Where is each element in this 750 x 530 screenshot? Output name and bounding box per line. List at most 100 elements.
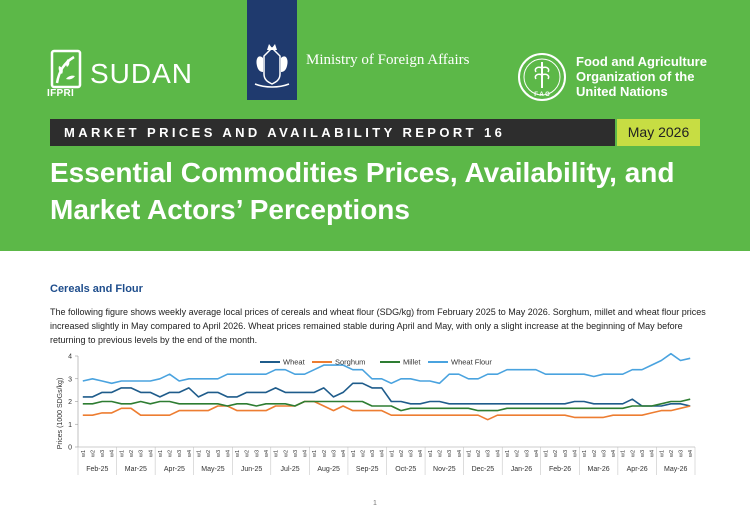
x-week-label: w2 xyxy=(360,450,366,458)
x-week-label: w4 xyxy=(611,450,617,458)
ministry-label: Ministry of Foreign Affairs xyxy=(306,52,470,68)
x-week-label: w2 xyxy=(630,450,636,458)
series-line-millet xyxy=(82,398,691,412)
x-week-label: w2 xyxy=(283,450,289,458)
x-week-label: w1 xyxy=(582,450,588,458)
fao-logo-letters: F A O xyxy=(534,92,550,98)
x-week-label: w3 xyxy=(254,450,260,458)
report-header: IFPRI SUDAN Ministry of Foreign Affairs … xyxy=(0,0,750,251)
x-week-label: w1 xyxy=(81,450,87,458)
x-week-label: w3 xyxy=(447,450,453,458)
x-week-label: w2 xyxy=(168,450,174,458)
x-week-label: w3 xyxy=(601,450,607,458)
legend-entry: Millet xyxy=(403,358,421,367)
coat-of-arms-icon xyxy=(254,44,290,88)
x-week-label: w4 xyxy=(418,450,424,458)
x-month-label: Mar-26 xyxy=(588,466,610,473)
x-week-label: w2 xyxy=(553,450,559,458)
x-week-label: w3 xyxy=(524,450,530,458)
series-line-wheat-flour xyxy=(82,352,691,385)
report-title-bar: MARKET PRICES AND AVAILABILITY REPORT 16 xyxy=(50,119,615,146)
x-week-label: w1 xyxy=(158,450,164,458)
x-week-label: w1 xyxy=(466,450,472,458)
x-week-label: w1 xyxy=(389,450,395,458)
x-week-label: w4 xyxy=(303,450,309,458)
x-month-label: Dec-25 xyxy=(472,466,495,473)
x-week-label: w2 xyxy=(669,450,675,458)
x-week-label: w1 xyxy=(621,450,627,458)
y-tick-label: 1 xyxy=(68,422,72,429)
x-week-label: w1 xyxy=(351,450,357,458)
x-week-label: w3 xyxy=(486,450,492,458)
x-month-label: Aug-25 xyxy=(317,466,340,473)
y-tick-label: 3 xyxy=(68,376,72,383)
x-week-label: w2 xyxy=(476,450,482,458)
sudan-label: SUDAN xyxy=(90,58,194,89)
section-body-text: The following figure shows weekly averag… xyxy=(50,307,706,345)
series-line-wheat xyxy=(82,382,691,407)
x-month-label: Jul-25 xyxy=(281,466,300,473)
x-month-label: Feb-25 xyxy=(86,466,108,473)
legend-entry: Wheat xyxy=(283,358,306,367)
page-title: Essential Commodities Prices, Availabili… xyxy=(50,154,730,228)
fao-label-line: Organization of the xyxy=(576,69,695,84)
x-week-label: w3 xyxy=(563,450,569,458)
x-week-label: w4 xyxy=(650,450,656,458)
x-week-label: w4 xyxy=(688,450,694,458)
y-tick-label: 0 xyxy=(68,445,72,452)
report-date-badge: May 2026 xyxy=(617,119,700,146)
fao-label: Food and Agriculture Organization of the… xyxy=(576,54,707,99)
y-axis-label: Prices (1000 SDGs/kg) xyxy=(57,378,64,450)
x-week-label: w2 xyxy=(206,450,212,458)
x-month-label: Feb-26 xyxy=(549,466,571,473)
ifpri-logo-icon xyxy=(50,49,82,89)
x-week-label: w4 xyxy=(534,450,540,458)
legend-entry: Sorghum xyxy=(335,358,365,367)
x-week-label: w2 xyxy=(438,450,444,458)
x-week-label: w4 xyxy=(110,450,116,458)
x-week-label: w3 xyxy=(293,450,299,458)
x-week-label: w1 xyxy=(235,450,241,458)
x-week-label: w2 xyxy=(129,450,135,458)
x-week-label: w4 xyxy=(380,450,386,458)
x-month-label: Sep-25 xyxy=(356,466,379,473)
x-week-label: w2 xyxy=(515,450,521,458)
x-week-label: w4 xyxy=(187,450,193,458)
x-week-label: w4 xyxy=(341,450,347,458)
x-week-label: w2 xyxy=(322,450,328,458)
fao-label-line: United Nations xyxy=(576,84,668,99)
x-week-label: w3 xyxy=(640,450,646,458)
x-week-label: w4 xyxy=(225,450,231,458)
x-month-label: Jun-25 xyxy=(241,466,263,473)
x-week-label: w2 xyxy=(592,450,598,458)
x-week-label: w1 xyxy=(197,450,203,458)
x-week-label: w3 xyxy=(100,450,106,458)
x-week-label: w3 xyxy=(679,450,685,458)
fao-label-line: Food and Agriculture xyxy=(576,54,707,69)
x-week-label: w4 xyxy=(457,450,463,458)
x-week-label: w1 xyxy=(659,450,665,458)
x-week-label: w4 xyxy=(495,450,501,458)
x-month-label: Apr-26 xyxy=(627,466,648,473)
x-month-label: Mar-25 xyxy=(125,466,147,473)
page-number: 1 xyxy=(373,500,377,507)
section-heading: Cereals and Flour xyxy=(50,283,143,295)
x-month-label: Nov-25 xyxy=(433,466,456,473)
y-tick-label: 2 xyxy=(68,399,72,406)
x-week-label: w1 xyxy=(505,450,511,458)
x-week-label: w2 xyxy=(90,450,96,458)
x-week-label: w1 xyxy=(312,450,318,458)
x-week-label: w3 xyxy=(177,450,183,458)
x-week-label: w1 xyxy=(428,450,434,458)
page-title-line: Market Actors’ Perceptions xyxy=(50,194,410,225)
series-line-sorghum xyxy=(82,400,691,421)
x-month-label: May-26 xyxy=(664,466,687,473)
legend-entry: Wheat Flour xyxy=(451,358,492,367)
page-title-line: Essential Commodities Prices, Availabili… xyxy=(50,157,675,188)
x-week-label: w1 xyxy=(274,450,280,458)
x-week-label: w3 xyxy=(370,450,376,458)
x-week-label: w4 xyxy=(264,450,270,458)
y-tick-label: 4 xyxy=(68,354,72,361)
x-week-label: w3 xyxy=(139,450,145,458)
